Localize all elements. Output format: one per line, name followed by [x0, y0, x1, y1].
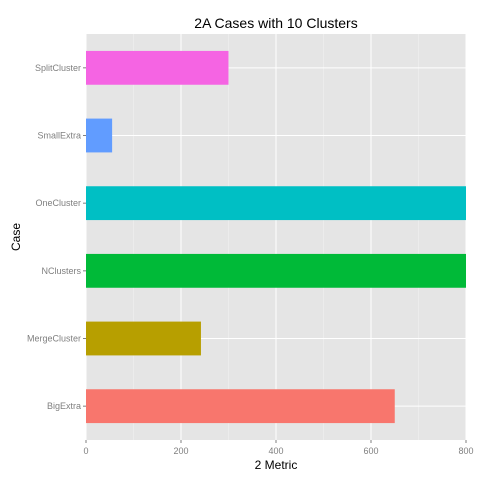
y-tick-label: NClusters — [41, 266, 81, 276]
y-axis: BigExtra MergeCluster NClusters OneCluster S… — [27, 63, 86, 411]
bar-onecluster — [86, 186, 466, 221]
y-tick-label: OneCluster — [35, 198, 81, 208]
chart-title: 2A Cases with 10 Clusters — [194, 15, 357, 31]
minor-gridlines — [133, 34, 419, 440]
y-tick-label: SplitCluster — [35, 63, 81, 73]
x-axis-title: 2 Metric — [255, 458, 298, 472]
x-tick-label: 400 — [268, 446, 283, 456]
bar-bigextra — [86, 389, 395, 424]
x-tick-label: 200 — [173, 446, 188, 456]
x-tick-label: 600 — [363, 446, 378, 456]
y-axis-title: Case — [9, 223, 23, 251]
bar-mergecluster — [86, 321, 201, 356]
bar-smallextra — [86, 118, 113, 153]
y-tick-label: MergeCluster — [27, 334, 81, 344]
bars — [86, 50, 466, 424]
bar-splitcluster — [86, 50, 229, 85]
x-tick-label: 800 — [458, 446, 473, 456]
bar-nclusters — [86, 253, 466, 288]
y-tick-label: BigExtra — [47, 401, 81, 411]
x-axis: 0 200 400 600 800 — [83, 440, 474, 456]
x-tick-label: 0 — [83, 446, 88, 456]
y-tick-label: SmallExtra — [37, 131, 81, 141]
